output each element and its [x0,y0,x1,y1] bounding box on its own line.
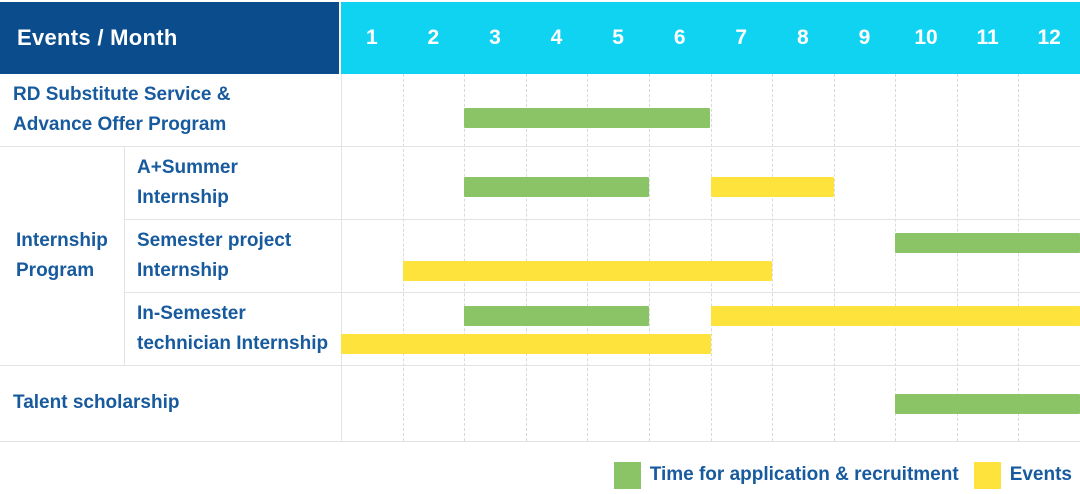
label-grid-divider [341,74,342,441]
row-border [124,219,1080,220]
group-label-internship-program-text: Internship [16,229,108,251]
month-header-6: 6 [673,26,686,49]
legend-label: Events [1009,464,1072,485]
row-label-a-plus-summer-text: A+Summer [137,156,238,178]
month-header-8: 8 [796,26,809,49]
gantt-bar-green [464,108,711,128]
row-label-rd-substitute: RD Substitute Service & Advance Offer Pro… [0,74,341,146]
legend-swatch-yellow [973,461,1001,489]
month-header-row: 1 2 3 4 5 6 7 8 9 10 11 12 [341,2,1080,74]
table-corner-header: Events / Month [0,2,339,74]
row-label-talent-scholarship: Talent scholarship [0,365,341,441]
month-gridline [956,74,958,441]
row-label-semester-project-text: Internship [137,259,229,281]
month-gridline [464,74,466,441]
month-header-1: 1 [365,26,378,49]
month-header-2: 2 [427,26,440,49]
month-header-7: 7 [735,26,748,49]
gantt-bar-yellow [710,306,1080,326]
legend-item: Time for application & recruitment [613,461,959,489]
month-gridline [710,74,712,441]
row-label-in-semester-technician-text: technician Internship [137,332,329,354]
month-header-10: 10 [914,26,938,49]
month-gridline [402,74,404,441]
month-gridline [772,74,774,441]
legend-label: Time for application & recruitment [649,464,959,485]
legend-item: Events [973,461,1072,489]
month-header-4: 4 [550,26,563,49]
row-label-semester-project: Semester project Internship [124,219,341,292]
group-sublabel-divider [124,146,125,365]
group-label-internship-program-text: Program [16,259,95,281]
events-month-title: Events / Month [17,25,178,50]
gantt-bar-yellow [710,177,834,197]
group-label-internship-program: Internship Program [0,146,124,365]
row-label-a-plus-summer-text: Internship [137,186,229,208]
month-header-11: 11 [976,26,999,49]
month-gridline [587,74,589,441]
month-header-12: 12 [1037,26,1061,49]
row-label-rd-substitute-text: Advance Offer Program [13,114,227,135]
month-header-3: 3 [489,26,501,49]
gantt-bar-green [895,394,1080,414]
month-gridline [895,74,897,441]
row-border [124,292,1080,293]
row-border [0,365,1080,366]
gantt-bar-green [464,306,649,326]
row-label-semester-project-text: Semester project [137,229,292,251]
row-border [0,441,1080,442]
row-label-a-plus-summer: A+Summer Internship [124,146,341,219]
row-label-talent-scholarship-text: Talent scholarship [13,392,180,413]
row-border [0,146,1080,147]
row-label-rd-substitute-text: RD Substitute Service & [13,84,231,105]
legend-swatch-green [613,461,641,489]
gantt-bar-green [895,233,1080,253]
month-gridline [1018,74,1020,441]
gantt-bar-green [464,177,649,197]
month-gridline [648,74,650,441]
legend: Time for application & recruitment Events [613,460,1072,490]
row-label-in-semester-technician-text: In-Semester [137,302,246,324]
gantt-bar-yellow [341,334,711,354]
month-gridline [833,74,835,441]
month-header-9: 9 [858,26,871,49]
month-gridline [525,74,527,441]
month-header-5: 5 [612,26,624,49]
row-label-in-semester-technician: In-Semester technician Internship [124,292,341,365]
gantt-bar-yellow [402,261,773,281]
